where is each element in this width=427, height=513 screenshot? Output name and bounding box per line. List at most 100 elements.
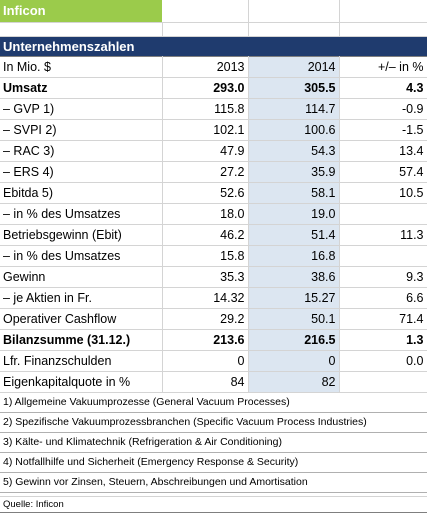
- value-2013: 47.9: [162, 140, 249, 162]
- source-text: Quelle: Inficon: [0, 496, 427, 513]
- row-label: Lfr. Finanzschulden: [0, 350, 163, 372]
- value-2014: 50.1: [248, 308, 340, 330]
- value-2013: 14.32: [162, 287, 249, 309]
- brand-row: Inficon: [0, 0, 427, 23]
- row-label: Bilanzsumme (31.12.): [0, 329, 163, 351]
- change-percent: 13.4: [339, 140, 427, 162]
- value-2013: 29.2: [162, 308, 249, 330]
- column-header-label: In Mio. $: [0, 55, 163, 78]
- value-2013: 52.6: [162, 182, 249, 204]
- empty-cell: [339, 0, 427, 23]
- change-percent: [339, 245, 427, 267]
- footnote-text: 2) Spezifische Vakuumprozessbranchen (Sp…: [0, 412, 427, 433]
- row-label: Ebitda 5): [0, 182, 163, 204]
- value-2014: 38.6: [248, 266, 340, 288]
- table-row: Bilanzsumme (31.12.) 213.6 216.5 1.3: [0, 329, 427, 351]
- table-row: Lfr. Finanzschulden 0 0 0.0: [0, 350, 427, 372]
- table-row: – je Aktien in Fr. 14.32 15.27 6.6: [0, 287, 427, 309]
- value-2014: 54.3: [248, 140, 340, 162]
- change-percent: 6.6: [339, 287, 427, 309]
- change-percent: [339, 371, 427, 393]
- row-label: – in % des Umsatzes: [0, 203, 163, 225]
- value-2014: 100.6: [248, 119, 340, 141]
- value-2013: 15.8: [162, 245, 249, 267]
- value-2013: 0: [162, 350, 249, 372]
- table-row: – in % des Umsatzes 18.0 19.0: [0, 203, 427, 225]
- empty-cell: [162, 0, 249, 23]
- table-row: Eigenkapitalquote in % 84 82: [0, 371, 427, 393]
- change-percent: 57.4: [339, 161, 427, 183]
- row-label: Eigenkapitalquote in %: [0, 371, 163, 393]
- change-percent: 71.4: [339, 308, 427, 330]
- change-percent: 4.3: [339, 77, 427, 99]
- table-row: Ebitda 5) 52.6 58.1 10.5: [0, 182, 427, 204]
- row-label: Operativer Cashflow: [0, 308, 163, 330]
- footnote-text: 5) Gewinn vor Zinsen, Steuern, Abschreib…: [0, 472, 427, 493]
- data-rows: Umsatz 293.0 305.5 4.3– GVP 1) 115.8 114.7 -0.…: [0, 77, 427, 393]
- value-2014: 216.5: [248, 329, 340, 351]
- change-percent: 0.0: [339, 350, 427, 372]
- value-2014: 0: [248, 350, 340, 372]
- change-percent: -1.5: [339, 119, 427, 141]
- table-row: Betriebsgewinn (Ebit) 46.2 51.4 11.3: [0, 224, 427, 246]
- table-row: – RAC 3) 47.9 54.3 13.4: [0, 140, 427, 162]
- section-header-row: Unternehmenszahlen: [0, 36, 427, 56]
- footnote-text: 1) Allgemeine Vakuumprozesse (General Va…: [0, 392, 427, 413]
- value-2014: 58.1: [248, 182, 340, 204]
- empty-cell: [248, 0, 340, 23]
- section-title: Unternehmenszahlen: [0, 36, 427, 56]
- table-row: – SVPI 2) 102.1 100.6 -1.5: [0, 119, 427, 141]
- brand-label: Inficon: [0, 0, 162, 23]
- note-row: 3) Kälte- und Klimatechnik (Refrigeratio…: [0, 432, 427, 453]
- value-2014: 15.27: [248, 287, 340, 309]
- footnote-text: 4) Notfallhilfe und Sicherheit (Emergenc…: [0, 452, 427, 473]
- note-row: 1) Allgemeine Vakuumprozesse (General Va…: [0, 392, 427, 413]
- value-2014: 35.9: [248, 161, 340, 183]
- row-label: Umsatz: [0, 77, 163, 99]
- row-label: – je Aktien in Fr.: [0, 287, 163, 309]
- value-2013: 84: [162, 371, 249, 393]
- row-label: – RAC 3): [0, 140, 163, 162]
- change-percent: -0.9: [339, 98, 427, 120]
- change-percent: 1.3: [339, 329, 427, 351]
- value-2013: 213.6: [162, 329, 249, 351]
- table-row: Operativer Cashflow 29.2 50.1 71.4: [0, 308, 427, 330]
- row-label: – SVPI 2): [0, 119, 163, 141]
- row-label: Gewinn: [0, 266, 163, 288]
- value-2014: 16.8: [248, 245, 340, 267]
- value-2014: 114.7: [248, 98, 340, 120]
- footnote-text: 3) Kälte- und Klimatechnik (Refrigeratio…: [0, 432, 427, 453]
- value-2014: 82: [248, 371, 340, 393]
- value-2013: 102.1: [162, 119, 249, 141]
- table-row: – GVP 1) 115.8 114.7 -0.9: [0, 98, 427, 120]
- column-header-2013: 2013: [162, 55, 249, 78]
- value-2013: 293.0: [162, 77, 249, 99]
- table-row: Gewinn 35.3 38.6 9.3: [0, 266, 427, 288]
- value-2013: 115.8: [162, 98, 249, 120]
- row-label: – in % des Umsatzes: [0, 245, 163, 267]
- value-2013: 27.2: [162, 161, 249, 183]
- notes: 1) Allgemeine Vakuumprozesse (General Va…: [0, 392, 427, 493]
- note-row: 4) Notfallhilfe und Sicherheit (Emergenc…: [0, 452, 427, 473]
- change-percent: 9.3: [339, 266, 427, 288]
- value-2013: 35.3: [162, 266, 249, 288]
- value-2013: 18.0: [162, 203, 249, 225]
- note-row: 2) Spezifische Vakuumprozessbranchen (Sp…: [0, 412, 427, 433]
- column-header-row: In Mio. $ 2013 2014 +/– in %: [0, 55, 427, 78]
- value-2014: 305.5: [248, 77, 340, 99]
- gap-row: [0, 492, 427, 497]
- change-percent: [339, 203, 427, 225]
- note-row: 5) Gewinn vor Zinsen, Steuern, Abschreib…: [0, 472, 427, 493]
- row-label: Betriebsgewinn (Ebit): [0, 224, 163, 246]
- value-2014: 51.4: [248, 224, 340, 246]
- change-percent: 11.3: [339, 224, 427, 246]
- value-2014: 19.0: [248, 203, 340, 225]
- table-row: – ERS 4) 27.2 35.9 57.4: [0, 161, 427, 183]
- value-2013: 46.2: [162, 224, 249, 246]
- row-label: – GVP 1): [0, 98, 163, 120]
- table-row: – in % des Umsatzes 15.8 16.8: [0, 245, 427, 267]
- column-header-2014: 2014: [248, 55, 340, 78]
- row-label: – ERS 4): [0, 161, 163, 183]
